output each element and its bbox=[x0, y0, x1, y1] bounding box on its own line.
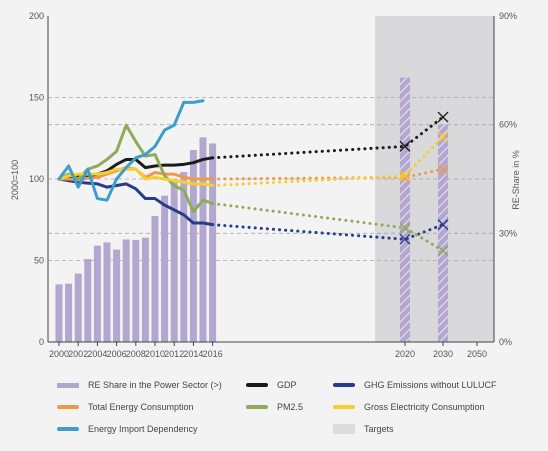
target-marker bbox=[437, 131, 449, 143]
y-left-tick-label: 150 bbox=[29, 93, 44, 103]
x-tick-label: 2002 bbox=[68, 349, 88, 359]
bar bbox=[161, 195, 169, 342]
legend-swatch bbox=[57, 405, 79, 409]
bar bbox=[199, 137, 207, 342]
y-left-tick-label: 100 bbox=[29, 174, 44, 184]
target-marker bbox=[399, 140, 411, 152]
x-tick-label: 2006 bbox=[107, 349, 127, 359]
target-marker bbox=[399, 170, 411, 182]
legend-swatch bbox=[57, 382, 79, 388]
legend-label: Total Energy Consumption bbox=[88, 402, 194, 412]
target-dotted-line bbox=[211, 115, 445, 160]
y-right-axis-label: RE-Share in % bbox=[511, 150, 521, 210]
legend-item: GHG Emissions without LULUCF bbox=[333, 380, 497, 390]
x-tick-label: 2008 bbox=[126, 349, 146, 359]
legend-swatch bbox=[57, 427, 79, 431]
y-left-tick-label: 200 bbox=[29, 11, 44, 21]
target-marker-stroke bbox=[437, 245, 449, 257]
y-right-tick-label: 90% bbox=[499, 11, 517, 21]
x-tick-label: 2000 bbox=[49, 349, 69, 359]
x-tick-label: 2030 bbox=[433, 349, 453, 359]
y-right-tick-label: 60% bbox=[499, 120, 517, 130]
target-marker-stroke bbox=[399, 140, 411, 152]
legend-swatch bbox=[246, 383, 268, 387]
bar bbox=[113, 249, 121, 342]
legend-item: Total Energy Consumption bbox=[57, 402, 194, 412]
target-dotted-line bbox=[211, 223, 445, 241]
legend-item: RE Share in the Power Sector (>) bbox=[57, 380, 222, 390]
bar bbox=[84, 259, 92, 342]
bar bbox=[141, 237, 149, 342]
bar-target bbox=[438, 124, 448, 343]
x-tick-label: 2012 bbox=[164, 349, 184, 359]
series-line bbox=[57, 99, 205, 202]
legend-swatch bbox=[246, 405, 268, 409]
x-tick-label: 2050 bbox=[467, 349, 487, 359]
target-marker bbox=[399, 233, 411, 245]
target-marker bbox=[437, 245, 449, 257]
legend-item: Energy Import Dependency bbox=[57, 424, 198, 434]
target-dotted-line bbox=[211, 167, 445, 181]
target-marker bbox=[437, 219, 449, 231]
series-lines bbox=[57, 99, 215, 227]
legend-item: Targets bbox=[333, 424, 394, 434]
y-left-tick-label: 0 bbox=[39, 337, 44, 347]
legend-label: Energy Import Dependency bbox=[88, 424, 198, 434]
bar bbox=[93, 245, 101, 342]
y-right-tick-label: 30% bbox=[499, 228, 517, 238]
legend-label: GDP bbox=[277, 380, 297, 390]
x-tick-label: 2014 bbox=[183, 349, 203, 359]
y-left-axis-label: 2000=100 bbox=[10, 160, 20, 200]
bar bbox=[55, 284, 63, 342]
x-tick-label: 2020 bbox=[395, 349, 415, 359]
bar bbox=[209, 143, 217, 342]
target-marker-stroke bbox=[437, 219, 449, 231]
bar bbox=[65, 283, 73, 342]
legend-label: PM2.5 bbox=[277, 402, 304, 412]
legend-label: Gross Electricity Consumption bbox=[364, 402, 485, 412]
target-projections bbox=[211, 111, 449, 257]
legend-swatch bbox=[333, 424, 355, 434]
bar bbox=[132, 239, 140, 342]
target-marker-stroke bbox=[399, 170, 411, 182]
legend-label: RE Share in the Power Sector (>) bbox=[88, 380, 222, 390]
legend-swatch bbox=[333, 405, 355, 409]
legend-swatch bbox=[333, 383, 355, 387]
y-right-tick-label: 0% bbox=[499, 337, 512, 347]
target-marker-stroke bbox=[399, 222, 411, 234]
target-marker-stroke bbox=[437, 163, 449, 175]
bar bbox=[180, 172, 188, 342]
target-marker bbox=[437, 163, 449, 175]
legend-item: Gross Electricity Consumption bbox=[333, 402, 485, 412]
x-tick-label: 2004 bbox=[87, 349, 107, 359]
bar-target bbox=[400, 77, 410, 343]
series-line bbox=[57, 177, 215, 227]
legend-item: PM2.5 bbox=[246, 402, 303, 412]
bars bbox=[55, 77, 448, 343]
target-marker-stroke bbox=[399, 233, 411, 245]
target-marker bbox=[437, 111, 449, 123]
bar bbox=[103, 242, 111, 342]
bar bbox=[74, 273, 82, 342]
legend-label: GHG Emissions without LULUCF bbox=[364, 380, 497, 390]
legend-item: GDP bbox=[246, 380, 297, 390]
legend: RE Share in the Power Sector (>) GDP GHG E… bbox=[0, 373, 548, 451]
target-marker bbox=[399, 222, 411, 234]
y-left-tick-label: 50 bbox=[34, 256, 44, 266]
bar bbox=[189, 150, 197, 342]
target-marker-stroke bbox=[437, 131, 449, 143]
x-tick-label: 2016 bbox=[203, 349, 223, 359]
legend-label: Targets bbox=[364, 424, 394, 434]
x-tick-label: 2010 bbox=[145, 349, 165, 359]
bar bbox=[151, 215, 159, 342]
bar bbox=[122, 239, 130, 342]
bar bbox=[170, 182, 178, 342]
target-marker-stroke bbox=[437, 111, 449, 123]
